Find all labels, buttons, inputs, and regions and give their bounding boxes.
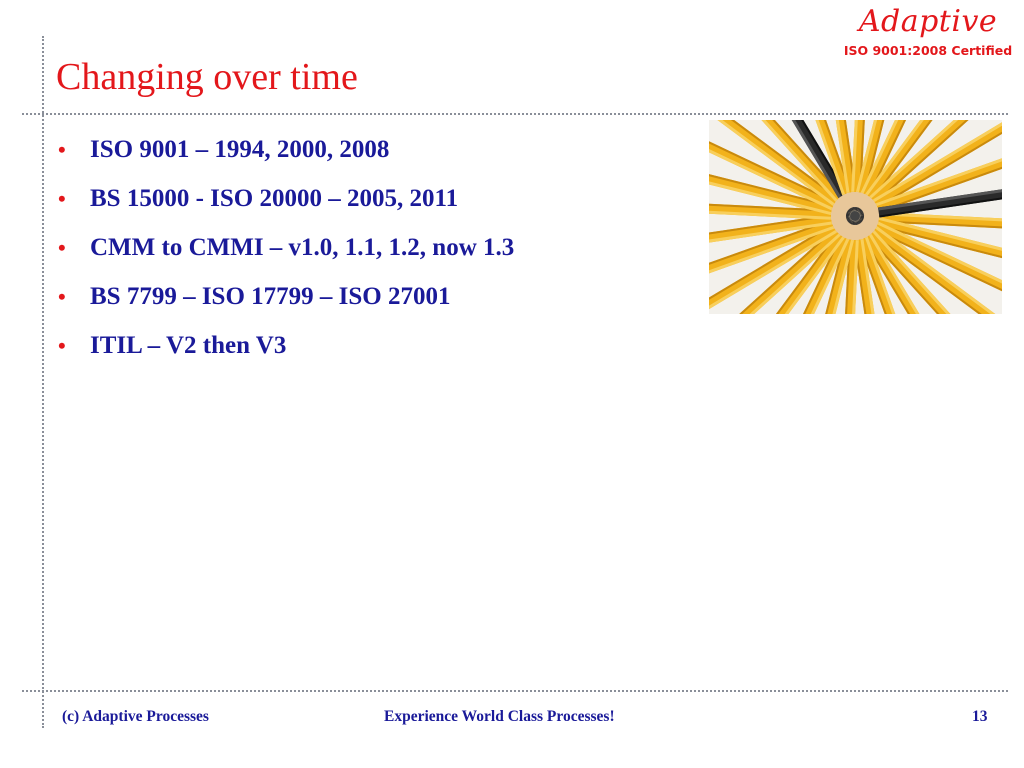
company-logo: Adaptive ISO 9001:2008 Certified xyxy=(840,6,1016,58)
yellow-pencil xyxy=(857,218,996,314)
bullet-text: BS 15000 - ISO 20000 – 2005, 2011 xyxy=(90,185,459,212)
yellow-pencil xyxy=(709,124,852,215)
bullet-marker: • xyxy=(58,284,66,309)
yellow-pencil xyxy=(858,217,1002,308)
yellow-pencil xyxy=(709,218,853,314)
footer-slogan: Experience World Class Processes! xyxy=(384,708,615,725)
logo-tagline: ISO 9001:2008 Certified xyxy=(843,42,1013,58)
pencil-tips-center xyxy=(850,211,860,221)
yellow-pencil xyxy=(857,219,965,314)
bullet-list: • ISO 9001 – 1994, 2000, 2008 • BS 15000 -… xyxy=(58,130,514,375)
bullet-item: • BS 7799 – ISO 17799 – ISO 27001 xyxy=(58,277,514,317)
yellow-pencil xyxy=(714,120,853,214)
page-number: 13 xyxy=(972,708,988,725)
bullet-marker: • xyxy=(58,235,66,260)
bullet-marker: • xyxy=(58,137,66,162)
bullet-marker: • xyxy=(58,333,66,358)
yellow-pencil xyxy=(857,120,1002,214)
black-pencil xyxy=(745,120,853,213)
logo-brand: Adaptive xyxy=(858,4,998,39)
bullet-item: • ITIL – V2 then V3 xyxy=(58,326,514,366)
pencils-illustration xyxy=(709,120,1002,314)
bullet-marker: • xyxy=(58,186,66,211)
bullet-text: BS 7799 – ISO 17799 – ISO 27001 xyxy=(90,283,451,310)
bullet-item: • BS 15000 - ISO 20000 – 2005, 2011 xyxy=(58,179,514,219)
bullet-item: • CMM to CMMI – v1.0, 1.1, 1.2, now 1.3 xyxy=(58,228,514,268)
black-pencil xyxy=(858,181,1002,218)
bullet-item: • ISO 9001 – 1994, 2000, 2008 xyxy=(58,130,514,170)
bullet-text: ITIL – V2 then V3 xyxy=(90,332,287,359)
title-divider xyxy=(22,113,1008,115)
pencils-photo xyxy=(709,120,1002,314)
footer-divider xyxy=(22,690,1008,692)
yellow-pencil xyxy=(858,218,1002,314)
slide-title: Changing over time xyxy=(56,56,358,98)
yellow-pencil xyxy=(858,120,1002,214)
footer-copyright: (c) Adaptive Processes xyxy=(62,708,209,725)
bullet-text: ISO 9001 – 1994, 2000, 2008 xyxy=(90,136,390,163)
vertical-divider xyxy=(42,36,44,728)
yellow-pencil xyxy=(709,218,852,314)
bullet-text: CMM to CMMI – v1.0, 1.1, 1.2, now 1.3 xyxy=(90,234,515,261)
